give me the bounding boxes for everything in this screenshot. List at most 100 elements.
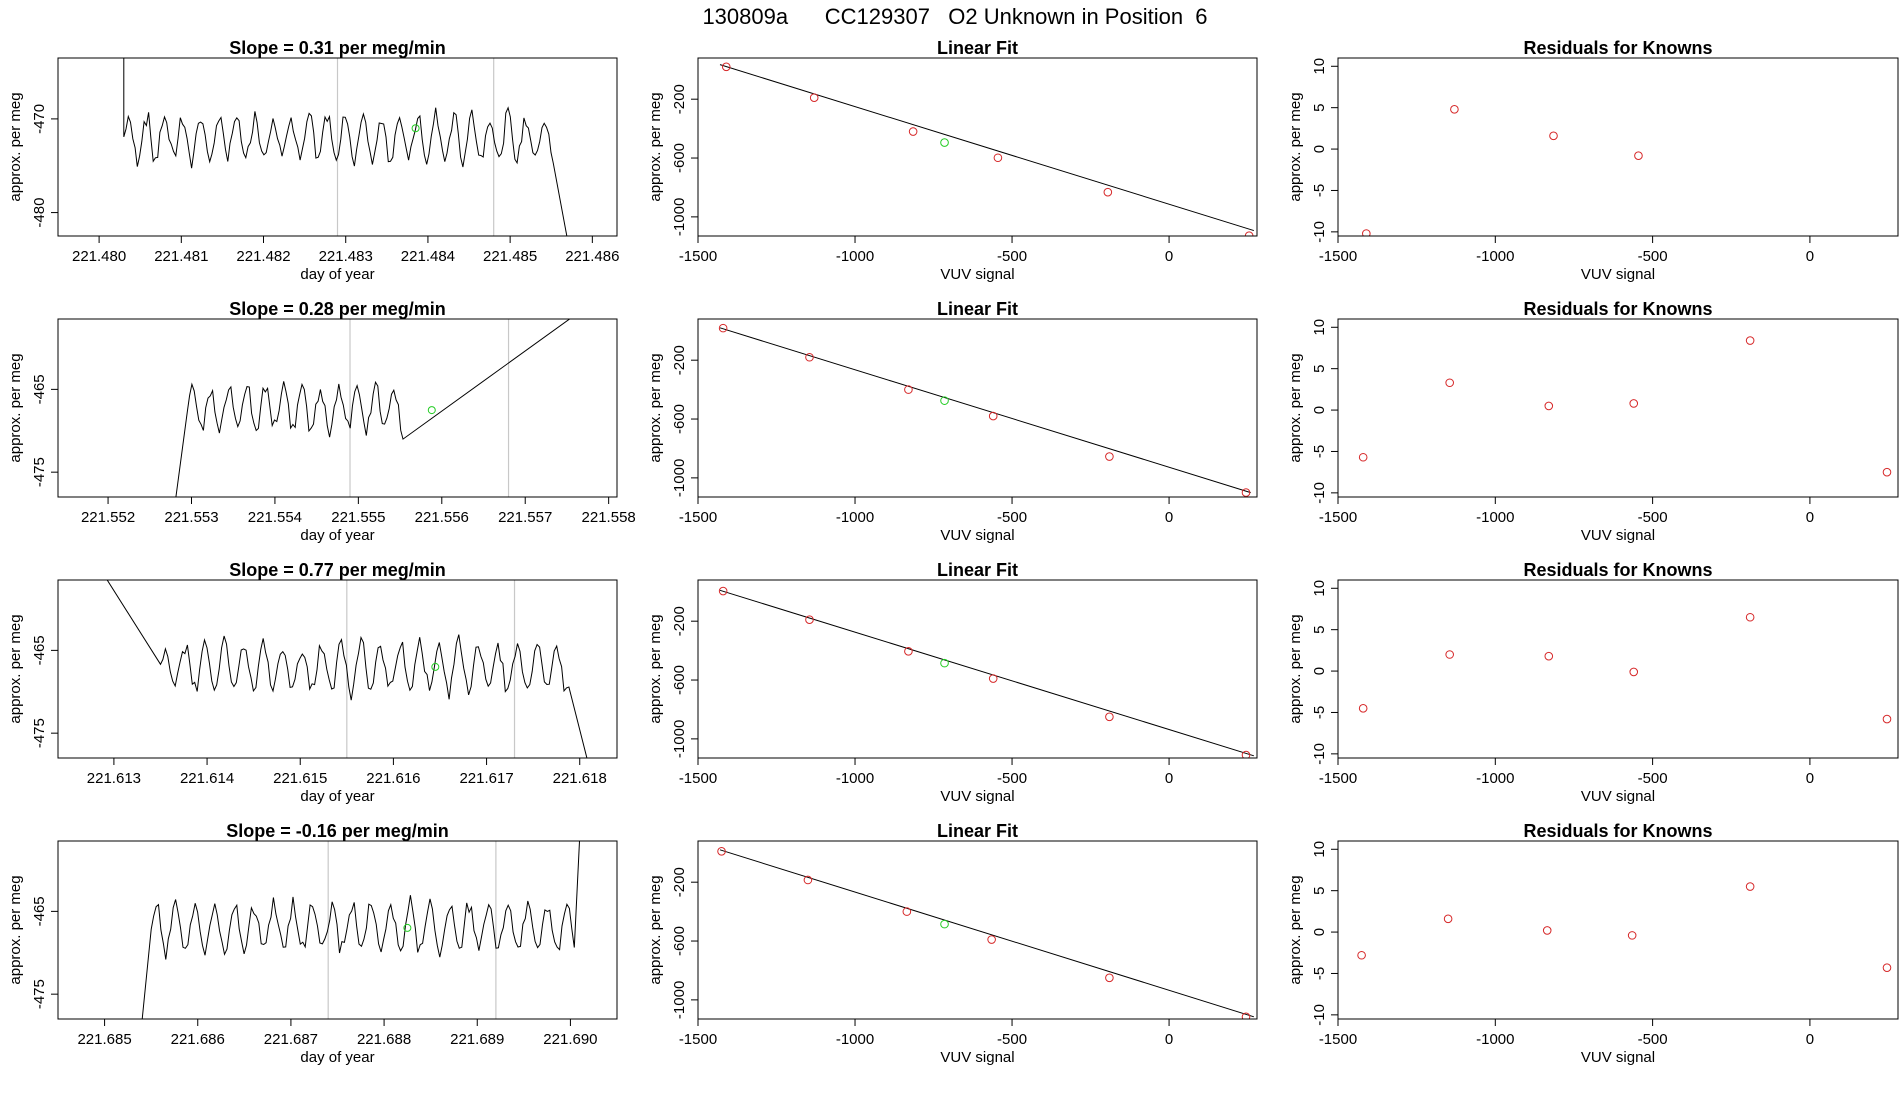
data-trace (141, 841, 581, 1019)
known-point (1745, 612, 1755, 622)
y-tick-label: 0 (1311, 928, 1328, 936)
known-point (908, 127, 918, 136)
x-tick-label: 221.686 (171, 1031, 225, 1048)
x-tick-label: -1500 (679, 1031, 717, 1048)
x-tick-label: 221.485 (483, 248, 537, 265)
x-tick-label: 221.690 (543, 1031, 597, 1048)
y-axis-label: approx. per meg (647, 353, 664, 462)
plot-frame (57, 57, 618, 237)
y-axis-label: approx. per meg (647, 875, 664, 984)
x-tick-label: 221.614 (180, 770, 234, 787)
panel-2-1: Linear Fit -1500 -1000 -500 0 -200 -600 -1000 VU… (647, 560, 1258, 805)
y-tick-label: 0 (1311, 406, 1328, 414)
known-point (805, 352, 814, 362)
fit-line (719, 589, 1255, 757)
y-tick-label: 10 (1311, 319, 1328, 336)
known-point (1362, 229, 1371, 236)
y-tick-label: -470 (31, 104, 48, 134)
x-tick-label: 221.486 (565, 248, 619, 265)
x-tick-label: 221.613 (87, 770, 141, 787)
x-axis-label: VUV signal (940, 266, 1014, 283)
plot-area (1362, 105, 1643, 236)
x-tick-label: 221.685 (77, 1031, 131, 1048)
known-point (904, 647, 913, 656)
y-axis-label: approx. per meg (7, 353, 24, 462)
known-point (717, 846, 726, 856)
y-tick-label: -600 (671, 143, 688, 173)
x-tick-label: 221.688 (357, 1031, 411, 1048)
y-axis-label: approx. per meg (7, 92, 24, 201)
panel-title: Linear Fit (937, 299, 1018, 319)
plot-area (1357, 882, 1892, 972)
y-tick-label: 5 (1311, 887, 1328, 895)
x-tick-label: 221.552 (81, 509, 135, 526)
known-point (988, 411, 998, 421)
y-tick-label: -5 (1311, 445, 1328, 458)
unknown-point (940, 919, 949, 929)
known-point (1634, 151, 1643, 160)
x-axis-label: VUV signal (1581, 527, 1655, 544)
x-tick-label: 221.689 (450, 1031, 504, 1048)
x-tick-label: 221.556 (415, 509, 469, 526)
x-axis-label: VUV signal (940, 527, 1014, 544)
y-axis-label: approx. per meg (647, 92, 664, 201)
panel-title: Residuals for Knowns (1523, 821, 1712, 841)
y-tick-label: -1000 (671, 720, 688, 758)
y-tick-label: 10 (1311, 58, 1328, 75)
fit-line (719, 64, 1255, 232)
y-axis-label: approx. per meg (7, 614, 24, 723)
x-tick-label: -500 (1638, 770, 1668, 787)
plot-frame (697, 318, 1258, 498)
known-point (1627, 931, 1637, 940)
known-point (1443, 914, 1453, 924)
known-point (1882, 467, 1892, 477)
plot-frame (1337, 57, 1899, 237)
panel-2-2: Residuals for Knowns -1500 -1000 -500 0 -10 -5… (1287, 560, 1899, 805)
x-tick-label: 221.687 (264, 1031, 318, 1048)
plot-frame (1337, 579, 1899, 759)
x-axis-label: day of year (300, 1049, 374, 1066)
known-point (1357, 950, 1366, 960)
y-tick-label: -10 (1311, 1004, 1328, 1026)
known-point (1358, 452, 1368, 462)
x-tick-label: 0 (1165, 1031, 1173, 1048)
y-axis-label: approx. per meg (1287, 92, 1304, 201)
x-tick-label: -1500 (1319, 1031, 1357, 1048)
known-point (1882, 963, 1892, 972)
known-point (1241, 488, 1251, 497)
x-tick-label: 221.615 (273, 770, 327, 787)
x-tick-label: -1000 (1476, 1031, 1514, 1048)
x-tick-label: 221.554 (248, 509, 302, 526)
y-axis-label: approx. per meg (647, 614, 664, 723)
plot-frame (697, 57, 1258, 237)
x-tick-label: -1000 (1476, 509, 1514, 526)
x-tick-label: 221.558 (582, 509, 636, 526)
y-tick-label: 5 (1311, 104, 1328, 112)
unknown-point (403, 923, 412, 932)
y-axis-label: approx. per meg (7, 875, 24, 984)
x-axis-label: day of year (300, 527, 374, 544)
x-tick-label: -1500 (1319, 770, 1357, 787)
x-tick-label: -1000 (1476, 770, 1514, 787)
x-tick-label: -500 (997, 509, 1027, 526)
known-point (805, 615, 814, 625)
y-tick-label: -1000 (671, 459, 688, 497)
x-tick-label: -500 (1638, 248, 1668, 265)
plot-frame (57, 840, 618, 1020)
y-axis-label: approx. per meg (1287, 614, 1304, 723)
x-tick-label: 221.481 (154, 248, 208, 265)
panel-title: Linear Fit (937, 821, 1018, 841)
unknown-point (411, 124, 420, 133)
panel-title: Slope = 0.31 per meg/min (229, 38, 446, 58)
y-tick-label: -200 (671, 867, 688, 897)
known-point (1105, 973, 1114, 983)
known-point (718, 323, 728, 333)
known-point (1745, 882, 1755, 891)
data-trace (106, 580, 588, 758)
panel-title: Slope = 0.77 per meg/min (229, 560, 446, 580)
data-trace (123, 58, 568, 236)
x-axis-label: day of year (300, 788, 374, 805)
panel-0-2: Residuals for Knowns -1500 -1000 -500 0 -10 -5… (1287, 38, 1899, 283)
y-tick-label: -600 (671, 926, 688, 956)
y-tick-label: -200 (671, 84, 688, 114)
